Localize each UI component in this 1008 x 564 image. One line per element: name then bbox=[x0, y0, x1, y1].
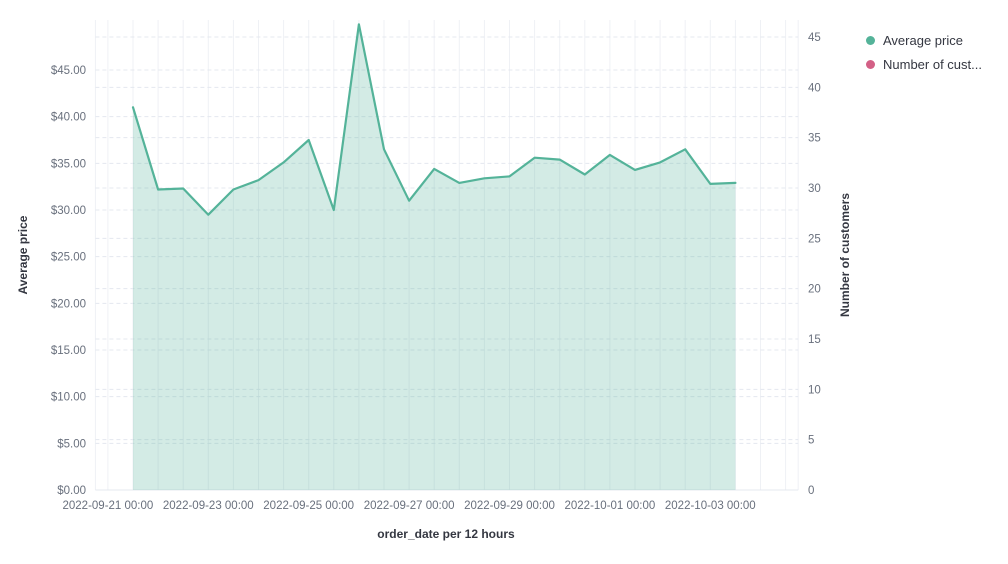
right-axis-title: Number of customers bbox=[838, 193, 852, 317]
x-axis-tick-label: 2022-09-25 00:00 bbox=[263, 500, 354, 512]
right-axis-tick-label: 5 bbox=[808, 435, 814, 447]
right-axis-tick-label: 30 bbox=[808, 183, 821, 195]
right-axis-tick-label: 15 bbox=[808, 334, 821, 346]
right-axis-tick-label: 20 bbox=[808, 284, 821, 296]
gridlines bbox=[94, 20, 799, 491]
legend: Average price Number of cust... bbox=[866, 33, 982, 81]
legend-series-dot-icon bbox=[866, 60, 875, 69]
x-axis-tick-label: 2022-09-29 00:00 bbox=[464, 500, 555, 512]
left-axis-tick-label: $15.00 bbox=[51, 345, 86, 357]
left-axis-tick-label: $10.00 bbox=[51, 392, 86, 404]
left-axis-tick-label: $5.00 bbox=[57, 438, 86, 450]
x-axis-title: order_date per 12 hours bbox=[377, 527, 515, 541]
left-axis-tick-label: $25.00 bbox=[51, 252, 86, 264]
left-axis-tick-labels: $0.00 $5.00 $10.00 $15.00 $20.00 $25.00 $30.00… bbox=[51, 65, 86, 497]
right-axis-tick-label: 40 bbox=[808, 82, 821, 94]
right-axis-tick-label: 45 bbox=[808, 32, 821, 44]
left-axis-title: Average price bbox=[16, 215, 30, 294]
left-axis-tick-label: $20.00 bbox=[51, 298, 86, 310]
average-price-area bbox=[133, 24, 736, 491]
left-axis-tick-label: $0.00 bbox=[57, 485, 86, 497]
x-axis-tick-label: 2022-09-27 00:00 bbox=[364, 500, 455, 512]
average-price-line bbox=[131, 23, 737, 216]
left-axis-tick-label: $30.00 bbox=[51, 205, 86, 217]
x-axis-tick-labels: 2022-09-21 00:00 2022-09-23 00:00 2022-09-… bbox=[62, 500, 755, 512]
legend-series-dot-icon bbox=[866, 36, 875, 45]
x-axis-tick-label: 2022-10-01 00:00 bbox=[564, 500, 655, 512]
right-axis-tick-label: 0 bbox=[808, 485, 814, 497]
x-axis-tick-label: 2022-09-23 00:00 bbox=[163, 500, 254, 512]
legend-item[interactable]: Number of cust... bbox=[866, 57, 982, 72]
right-axis-tick-label: 35 bbox=[808, 133, 821, 145]
legend-item-label: Number of cust... bbox=[883, 57, 982, 72]
right-axis-tick-label: 25 bbox=[808, 233, 821, 245]
left-axis-tick-label: $35.00 bbox=[51, 158, 86, 170]
right-axis-tick-labels: 0 5 10 15 20 25 30 35 40 45 bbox=[808, 32, 821, 497]
x-axis-tick-label: 2022-09-21 00:00 bbox=[62, 500, 153, 512]
legend-item-label: Average price bbox=[883, 33, 963, 48]
left-axis-tick-label: $40.00 bbox=[51, 112, 86, 124]
x-axis-tick-label: 2022-10-03 00:00 bbox=[665, 500, 756, 512]
legend-item[interactable]: Average price bbox=[866, 33, 982, 48]
right-axis-tick-label: 10 bbox=[808, 384, 821, 396]
left-axis-tick-label: $45.00 bbox=[51, 65, 86, 77]
